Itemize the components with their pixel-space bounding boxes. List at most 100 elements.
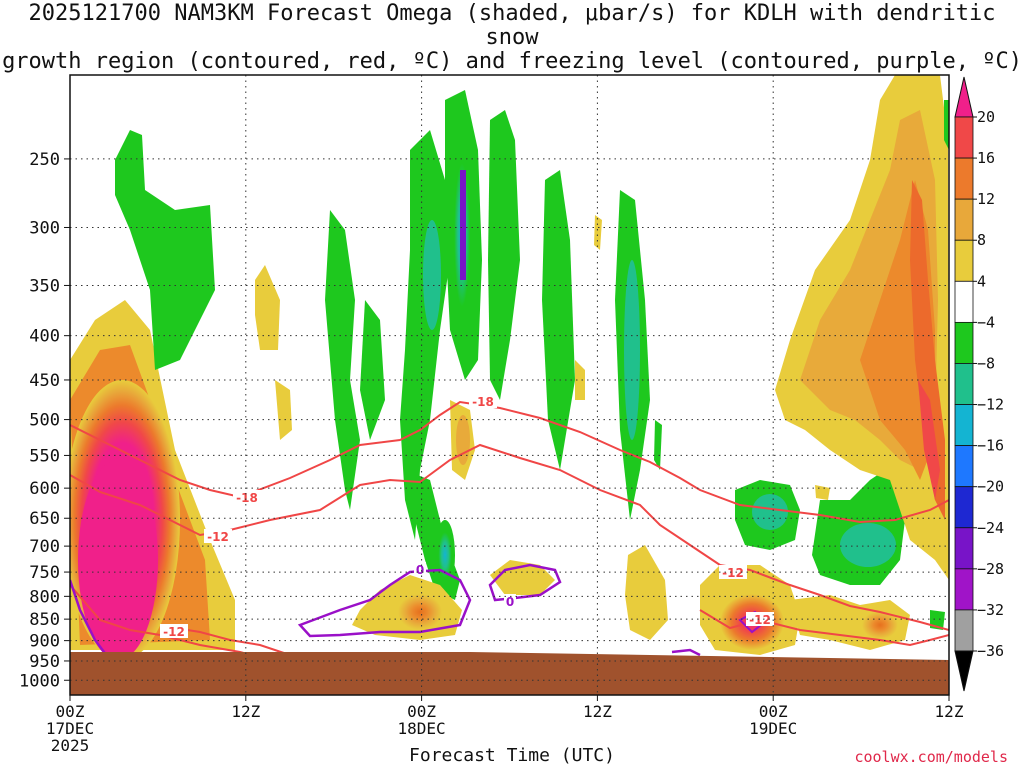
contour-dgz-low-2 [699,609,949,647]
chart-title-line-2: growth region (contoured, red, ºC) and f… [2,49,1022,74]
colorbar-segment [954,239,974,282]
colorbar-segment [954,445,974,488]
shade-green-col-2 [360,300,385,440]
colorbar-label: −36 [977,642,1004,660]
y-tick-label: 400 [29,327,60,347]
colorbar-label: −4 [977,313,995,331]
contour-label-bg [160,624,188,638]
y-tick-label: 500 [29,411,60,431]
credit-text: coolwx.com/models [854,748,1008,766]
x-tick-label: 00Z [759,702,788,721]
contour-label-bg [204,529,232,543]
x-tick-label: 12Z [583,702,612,721]
y-tick-label: 550 [29,446,60,466]
colorbar-segment [954,568,974,611]
contour-label-bg [233,490,261,504]
shade-purple-core-1 [460,170,466,280]
colorbar-label: 4 [977,272,986,290]
contour-dgz-top [70,400,949,524]
colorbar-segment [954,157,974,200]
shade-yellow-small-1 [255,265,280,350]
chart-title-line-1: 2025121700 NAM3KM Forecast Omega (shaded… [28,1,996,50]
colorbar-label: −20 [977,478,1004,496]
shade-yellow-small-4 [594,215,602,250]
colorbar-top-arrow [954,76,974,118]
shade-green-col-6 [542,170,575,470]
shade-green-edge [944,100,949,150]
colorbar-label: −28 [977,560,1004,578]
contour-label: -18 [472,395,494,409]
chart-title: 2025121700 NAM3KM Forecast Omega (shaded… [0,2,1024,74]
contour-labels: -18 -18 -12 -12 -12 -12 0 0 [160,394,774,639]
y-tick-label: 600 [29,479,60,499]
y-axis: 2503003504004505005506006507007508008509… [19,150,70,691]
shade-orange-right-lower-2 [862,611,898,639]
contour-freezing-1 [70,579,111,661]
y-tick-label: 700 [29,537,60,557]
y-tick-label: 900 [29,632,60,652]
contour-label-bg [746,612,774,626]
colorbar-label: −8 [977,354,995,372]
x-tick-label: 17DEC [46,719,94,738]
shade-yellow-lower-3 [625,545,668,640]
shade-yellow-small-3 [575,360,585,400]
x-tick-label: 00Z [407,702,436,721]
y-tick-label: 1000 [19,671,60,691]
colorbar-segment [954,527,974,570]
x-tick-label: 00Z [56,702,85,721]
colorbar-segment [954,321,974,364]
colorbar-label: −16 [977,437,1004,455]
colorbar-label: −12 [977,396,1004,414]
colorbar-segment [954,609,974,652]
colorbar-label: 16 [977,149,995,167]
shade-left-max [78,460,158,660]
ground [70,652,949,695]
contour-freezing-2 [297,568,472,638]
x-axis-title: Forecast Time (UTC) [409,745,615,766]
y-tick-label: 300 [29,218,60,238]
colorbar-label: 8 [977,231,986,249]
colorbar-label: 20 [977,108,995,126]
y-tick-label: 750 [29,563,60,583]
contour-freezing-3 [488,563,562,602]
grid-lines [70,75,949,695]
x-tick-label: 19DEC [749,719,797,738]
shade-teal-right-1 [752,494,788,530]
contour-label: -12 [207,530,229,544]
contour-label: 0 [416,563,424,577]
y-tick-label: 800 [29,587,60,607]
colorbar-segment [954,363,974,405]
shade-green-upper-left [115,130,215,370]
colorbar-segment [954,198,974,241]
y-tick-label: 850 [29,610,60,630]
shade-right-red-core [918,380,940,500]
colorbar-label: 12 [977,190,995,208]
contour-label: -12 [163,625,185,639]
x-tick-label: 2025 [51,736,90,755]
y-tick-label: 450 [29,371,60,391]
x-tick-label: 12Z [935,702,964,721]
colorbar-segment [954,280,974,323]
y-tick-label: 250 [29,150,60,170]
y-tick-label: 950 [29,652,60,672]
x-tick-label: 18DEC [398,719,446,738]
colorbar-bottom-arrow [954,650,974,692]
contour-label: -12 [749,613,771,627]
colorbar-segment [954,404,974,447]
shade-orange-lower-1 [398,594,442,630]
colorbar-label: −32 [977,601,1004,619]
shade-blue-core-2 [423,220,441,330]
shade-teal-col-7 [624,260,640,440]
colorbar: 20 16 12 8 4 −4 −8 −12 −16 −20 −24 −28 −32 −36 [954,76,1004,692]
shade-orange-mid-1 [456,415,470,465]
colorbar-label: −24 [977,519,1004,537]
contour-label: -12 [722,566,744,580]
shade-teal-right-2 [840,523,896,567]
contour-freezing-4 [671,648,701,657]
shade-yellow-small-2 [275,380,292,440]
contour-label-bg [469,394,497,408]
y-tick-label: 350 [29,276,60,296]
shade-green-small [654,420,662,470]
